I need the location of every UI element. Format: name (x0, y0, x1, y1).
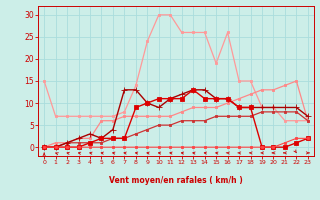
X-axis label: Vent moyen/en rafales ( km/h ): Vent moyen/en rafales ( km/h ) (109, 176, 243, 185)
